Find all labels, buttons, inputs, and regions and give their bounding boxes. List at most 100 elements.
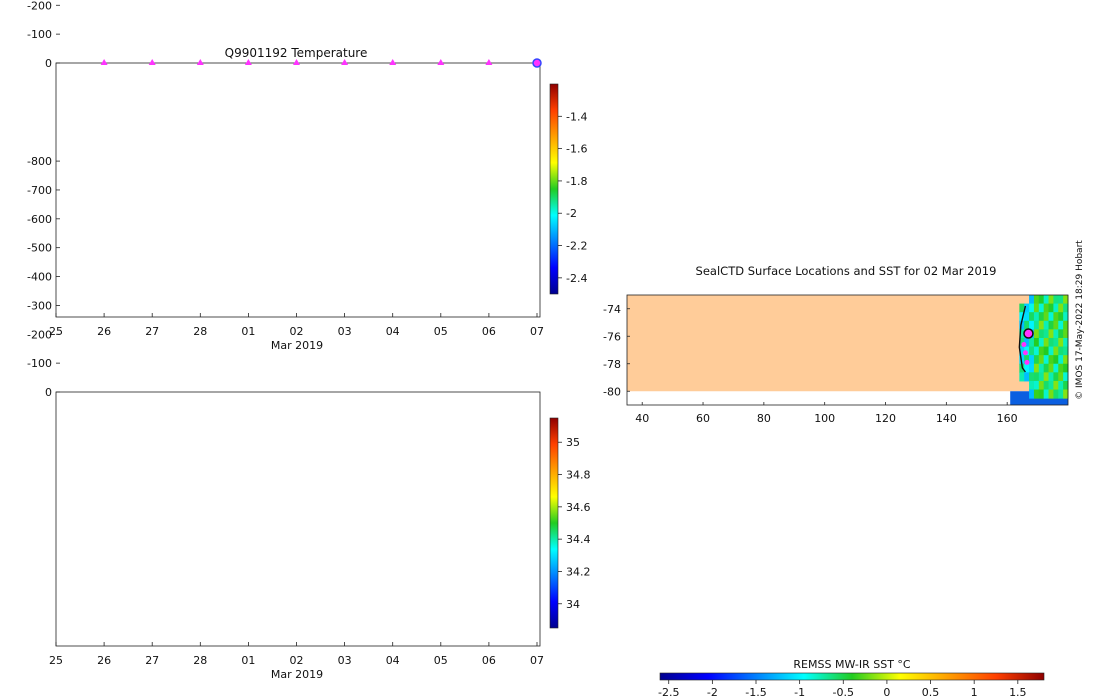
sst-cell [1048,363,1054,373]
sst-cell [1033,363,1040,373]
temperature-axes-frame [55,62,541,318]
sst-cell [1043,303,1050,313]
sst-cell [1033,337,1040,348]
sst-cell [1053,372,1059,382]
sst-cell [1058,320,1064,330]
sst-cell [1029,320,1035,330]
x-tick-label: 02 [290,325,304,338]
sst-colorbar [659,672,1045,681]
sst-colorbar-tick-label: 0 [883,686,890,699]
x-tick-label: 25 [49,325,63,338]
temperature-title: Q9901192 Temperature [225,46,368,60]
map-y-ticks: -74 -76 -78 -80 [603,303,630,398]
x-tick-label: 06 [482,654,496,667]
sst-cell [1048,380,1054,391]
sst-cell [1029,337,1035,348]
y-tick-label: -300 [27,299,52,312]
sst-cell [1058,303,1064,313]
sst-cell [1063,329,1069,339]
y-tick-label: -100 [27,28,52,41]
sst-cell [1048,389,1054,399]
x-tick-label: 04 [386,654,400,667]
sst-cell [1029,312,1035,322]
x-tick-label: 25 [49,654,63,667]
sst-cell [1053,295,1059,305]
sst-cell [1033,303,1040,313]
sst-cell [1058,372,1064,382]
map-y-tick-label: -74 [603,303,621,316]
map-y-tick-label: -76 [603,330,621,343]
sst-cell [1058,389,1064,399]
y-tick-label: -800 [27,155,52,168]
map-y-tick-label: -80 [603,385,621,398]
sst-cell [1024,337,1030,348]
sst-cell [1058,380,1064,391]
sst-cell [1043,372,1050,382]
sst-colorbar-group: REMSS MW-IR SST °C -2.5 -2 -1.5 -1 -0.5 0 0.5 1… [658,658,1045,699]
sst-cell [1019,337,1025,348]
sst-cell [1038,329,1045,339]
x-tick-label: 03 [338,654,352,667]
x-tick-label: 27 [145,325,159,338]
sst-cell [1043,389,1050,399]
sst-cell [1063,295,1069,305]
sst-cell [1024,355,1030,365]
imos-credit: © IMOS 17-May-2022 18:29 Hobart [1075,240,1085,400]
map-x-tick-label: 80 [757,412,771,425]
map-x-tick-label: 140 [936,412,957,425]
map-x-ticks: 40 60 80 100 120 140 160 [635,402,1018,425]
temperature-colorbar [549,83,559,295]
sst-cell [1019,346,1025,356]
sst-cell [1019,329,1025,339]
salinity-x-label: Mar 2019 [271,668,323,681]
x-tick-label: 06 [482,325,496,338]
profile-marker [341,59,349,65]
sst-cell [1063,380,1069,391]
colorbar-tick-label: -2.4 [566,272,587,285]
sst-colorbar-tick-label: 1.5 [1009,686,1027,699]
y-tick-label: -400 [27,271,52,284]
sst-cell [1063,372,1069,382]
sst-colorbar-tick-label: -0.5 [833,686,854,699]
sst-cell [1033,380,1040,391]
y-tick-label: -700 [27,184,52,197]
sst-cell [1033,312,1040,322]
temperature-panel: Q9901192 Temperature 0 -100 -200 -300 -400 -5… [27,0,587,352]
sst-cell [1029,380,1035,391]
latest-profile-marker [532,58,542,68]
x-tick-label: 28 [193,654,207,667]
y-tick-label: -600 [27,213,52,226]
sst-cell [1063,337,1069,348]
y-tick-label: -200 [27,0,52,12]
sst-cell [1053,329,1059,339]
temperature-colorbar-ticks: -1.4 -1.6 -1.8 -2 -2.2 -2.4 [558,110,587,285]
map-x-tick-label: 40 [635,412,649,425]
sst-cell [1063,320,1069,330]
profile-marker [437,59,445,65]
sst-cell [1043,329,1050,339]
sst-cell [1053,337,1059,348]
sst-cell [1033,320,1040,330]
colorbar-tick-label: 34.4 [566,533,591,546]
sst-cell [1048,312,1054,322]
x-tick-label: 01 [241,654,255,667]
x-tick-label: 05 [434,654,448,667]
x-tick-label: 07 [530,325,544,338]
sst-cell [1038,363,1045,373]
salinity-colorbar-ticks: 35 34.8 34.6 34.4 34.2 34 [558,436,591,611]
sst-cell [1043,346,1050,356]
sst-colorbar-label: REMSS MW-IR SST °C [793,658,911,671]
sst-cell [1019,303,1025,313]
profile-marker [389,59,397,65]
sst-cell [1048,329,1054,339]
sst-cell [1048,346,1054,356]
sst-cell [1038,320,1045,330]
sst-cell [1019,372,1025,382]
sst-cell [1058,346,1064,356]
sst-cell [1029,355,1035,365]
track-point [1022,350,1028,356]
y-tick-label: -200 [27,328,52,341]
sst-cell [1038,380,1045,391]
sst-cell [1019,320,1025,330]
